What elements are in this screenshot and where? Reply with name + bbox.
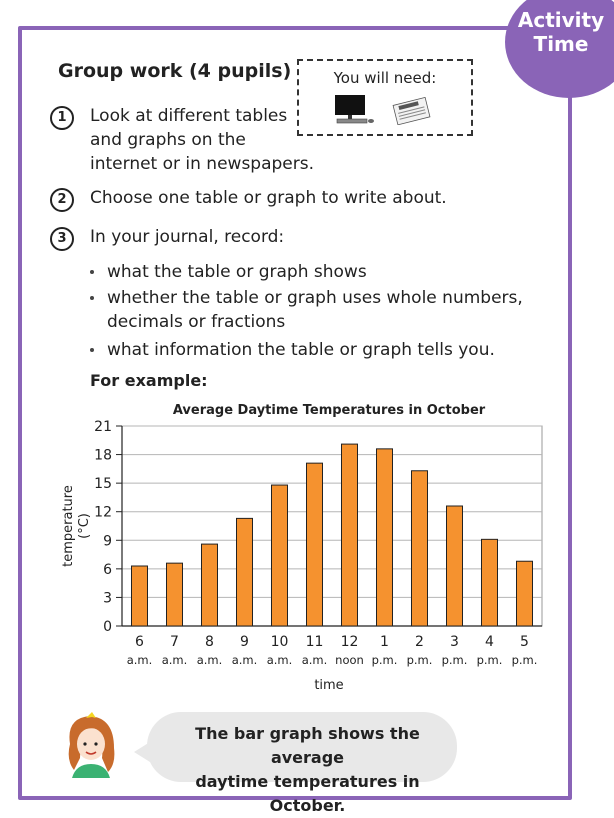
step-1-line: and graphs on the <box>90 130 246 150</box>
x-tick-sublabel: noon <box>335 653 364 667</box>
x-tick-label: 1 <box>380 634 389 650</box>
chart-title: Average Daytime Temperatures in October <box>173 403 486 418</box>
newspaper-icon <box>392 97 431 125</box>
bar <box>236 517 253 627</box>
speech-line: The bar graph shows the average <box>195 724 420 767</box>
you-will-need-label: You will need: <box>333 69 437 87</box>
badge-line-2: Time <box>533 32 589 56</box>
x-tick-label: 7 <box>170 634 179 650</box>
bar-chart: Average Daytime Temperatures in October … <box>61 403 543 693</box>
bullet-line: decimals or fractions <box>107 312 286 332</box>
x-tick-sublabel: p.m. <box>442 653 468 667</box>
bar <box>131 565 148 627</box>
bullet-text: what information the table or graph tell… <box>107 340 495 360</box>
bar <box>306 462 323 627</box>
x-tick-sublabel: p.m. <box>372 653 398 667</box>
bar <box>446 505 463 627</box>
speech-bubble-tail <box>134 742 150 762</box>
bar <box>411 470 428 627</box>
x-tick-sublabel: a.m. <box>127 653 153 667</box>
plot-area <box>121 425 543 627</box>
activity-frame <box>18 26 572 800</box>
step-number-3: 3 <box>50 227 74 251</box>
x-tick-label: 11 <box>306 634 324 650</box>
x-tick-sublabel: a.m. <box>267 653 293 667</box>
x-tick-label: 10 <box>271 634 289 650</box>
bar <box>376 448 393 627</box>
x-tick-sublabel: p.m. <box>407 653 433 667</box>
chart-grid <box>116 425 543 627</box>
step-1-line: internet or in newspapers. <box>90 154 315 174</box>
x-tick-sublabel: a.m. <box>232 653 258 667</box>
bar <box>341 443 358 627</box>
step-number-2: 2 <box>50 188 74 212</box>
y-axis-label-line: temperature <box>61 485 76 567</box>
you-will-need-box: You will need: <box>297 59 473 136</box>
bullet-dot <box>90 348 94 352</box>
step-1-line: Look at different tables <box>90 106 288 126</box>
bar <box>271 484 288 627</box>
bullet-text: what the table or graph shows <box>107 262 367 282</box>
y-tick-label: 6 <box>103 562 112 578</box>
computer-icon <box>335 95 374 124</box>
speech-line: daytime temperatures in October. <box>195 772 420 815</box>
x-tick-label: 4 <box>485 634 494 650</box>
x-tick-label: 6 <box>135 634 144 650</box>
page-title: Group work (4 pupils) <box>58 60 292 82</box>
badge-line-1: Activity <box>517 8 605 32</box>
y-tick-label: 3 <box>103 590 112 606</box>
bullet-dot <box>90 270 94 274</box>
activity-time-badge: Activity Time <box>505 0 614 98</box>
bar <box>201 543 218 627</box>
step-2-text: Choose one table or graph to write about… <box>90 188 447 208</box>
x-tick-label: 12 <box>341 634 359 650</box>
x-tick-sublabel: a.m. <box>162 653 188 667</box>
x-tick-labels: 6 a.m. 7 a.m. 8 a.m. 9 a.m. 10 a.m. 11 a.m. 12 noon 1 p… <box>127 634 538 667</box>
girl-avatar <box>68 712 115 778</box>
step-3-text: In your journal, record: <box>90 227 285 247</box>
y-tick-label: 9 <box>103 533 112 549</box>
y-tick-label: 18 <box>94 448 112 464</box>
bullet-dot <box>90 296 94 300</box>
step-1-text: Look at different tables and graphs on t… <box>90 104 314 176</box>
bar <box>166 562 183 627</box>
y-tick-labels: 0 3 6 9 12 15 18 21 <box>94 419 112 635</box>
y-axis-label-line: (°C) <box>77 513 92 539</box>
x-tick-label: 5 <box>520 634 529 650</box>
bar <box>516 560 533 627</box>
bar <box>481 538 498 627</box>
x-tick-sublabel: p.m. <box>477 653 503 667</box>
x-tick-label: 9 <box>240 634 249 650</box>
example-label: For example: <box>90 371 208 390</box>
y-tick-label: 0 <box>103 619 112 635</box>
x-tick-sublabel: p.m. <box>512 653 538 667</box>
x-tick-sublabel: a.m. <box>302 653 328 667</box>
x-tick-sublabel: a.m. <box>197 653 223 667</box>
bullet-text: whether the table or graph uses whole nu… <box>107 286 547 334</box>
x-tick-label: 2 <box>415 634 424 650</box>
y-axis-label: temperature (°C) <box>61 485 92 567</box>
y-tick-label: 21 <box>94 419 112 435</box>
x-tick-label: 8 <box>205 634 214 650</box>
x-tick-label: 3 <box>450 634 459 650</box>
y-tick-label: 15 <box>94 476 112 492</box>
x-axis-label: time <box>314 678 343 693</box>
y-tick-label: 12 <box>94 505 112 521</box>
speech-text: The bar graph shows the average daytime … <box>165 722 450 818</box>
chart-bars <box>131 443 533 627</box>
step-number-1: 1 <box>50 106 74 130</box>
speech-bubble: The bar graph shows the average daytime … <box>134 712 457 815</box>
bullet-line: whether the table or graph uses whole nu… <box>107 288 523 308</box>
